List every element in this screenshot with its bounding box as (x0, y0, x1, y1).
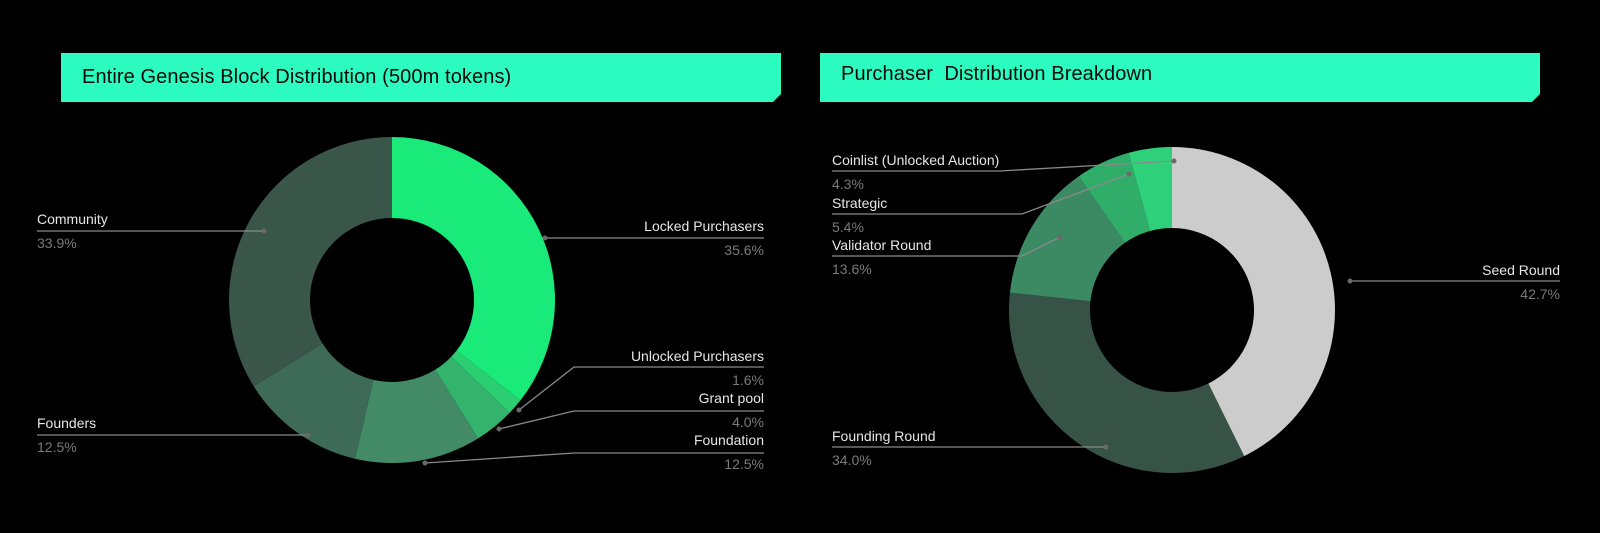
slice-coinlist-unlocked-auction (1128, 147, 1172, 231)
leader-line-validator (832, 236, 1061, 257)
leader-line-coinlist (832, 160, 1175, 172)
label-seed-round: Seed Round (1482, 262, 1560, 278)
value-validator-round: 13.6% (832, 261, 872, 277)
value-strategic: 5.4% (832, 219, 864, 235)
chart-title-left: Entire Genesis Block Distribution (500m … (82, 66, 512, 88)
donut-chart-purchaser (1009, 147, 1335, 473)
label-founding-round: Founding Round (832, 428, 936, 444)
slice-validator-round (1009, 176, 1126, 302)
value-founders: 12.5% (37, 439, 77, 455)
value-coinlist: 4.3% (832, 176, 864, 192)
slice-founding-round (1009, 292, 1245, 473)
leader-line-foundation (424, 452, 764, 464)
slice-founders (253, 343, 374, 459)
value-community: 33.9% (37, 235, 77, 251)
chart-title-right: Purchaser Distribution Breakdown (841, 63, 1153, 85)
value-grant-pool: 4.0% (732, 414, 764, 430)
value-seed-round: 42.7% (1520, 286, 1560, 302)
label-unlocked-purchasers: Unlocked Purchasers (630, 348, 764, 364)
label-strategic: Strategic (832, 195, 888, 211)
label-coinlist: Coinlist (Unlocked Auction) (832, 152, 1000, 168)
slice-locked-purchasers (392, 137, 555, 401)
label-community: Community (37, 211, 108, 227)
leader-dots (261, 158, 1353, 466)
slice-foundation (354, 369, 478, 463)
slice-seed-round (1172, 147, 1335, 457)
slice-unlocked-purchasers (451, 350, 521, 413)
slice-grant-pool (435, 356, 510, 439)
leader-line-strategic (832, 173, 1130, 215)
leader-line-unlocked (518, 366, 764, 411)
value-locked-purchasers: 35.6% (724, 242, 764, 258)
slice-community (229, 137, 392, 387)
donut-chart-genesis (229, 137, 555, 463)
label-validator-round: Validator Round (832, 237, 932, 253)
chart-title-banner-right: Purchaser Distribution Breakdown (820, 53, 1540, 102)
label-locked-purchasers: Locked Purchasers (644, 218, 764, 234)
chart-title-banner-left: Entire Genesis Block Distribution (500m … (61, 53, 781, 102)
slice-strategic (1078, 152, 1151, 243)
value-unlocked-purchasers: 1.6% (732, 372, 764, 388)
leader-lines (37, 160, 1560, 464)
value-foundation: 12.5% (724, 456, 764, 472)
label-foundation: Foundation (693, 432, 764, 448)
label-founders: Founders (37, 415, 97, 431)
leader-line-grant (498, 410, 764, 430)
value-founding-round: 34.0% (832, 452, 872, 468)
label-grant-pool: Grant pool (698, 390, 764, 406)
